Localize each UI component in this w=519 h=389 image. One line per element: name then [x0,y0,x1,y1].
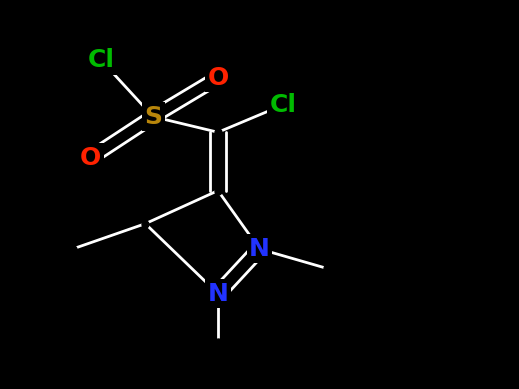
Text: S: S [144,105,162,129]
Text: N: N [249,237,270,261]
Text: O: O [80,145,101,170]
Text: Cl: Cl [269,93,296,117]
Text: Cl: Cl [88,48,115,72]
Text: N: N [208,282,228,306]
Text: O: O [208,66,228,90]
